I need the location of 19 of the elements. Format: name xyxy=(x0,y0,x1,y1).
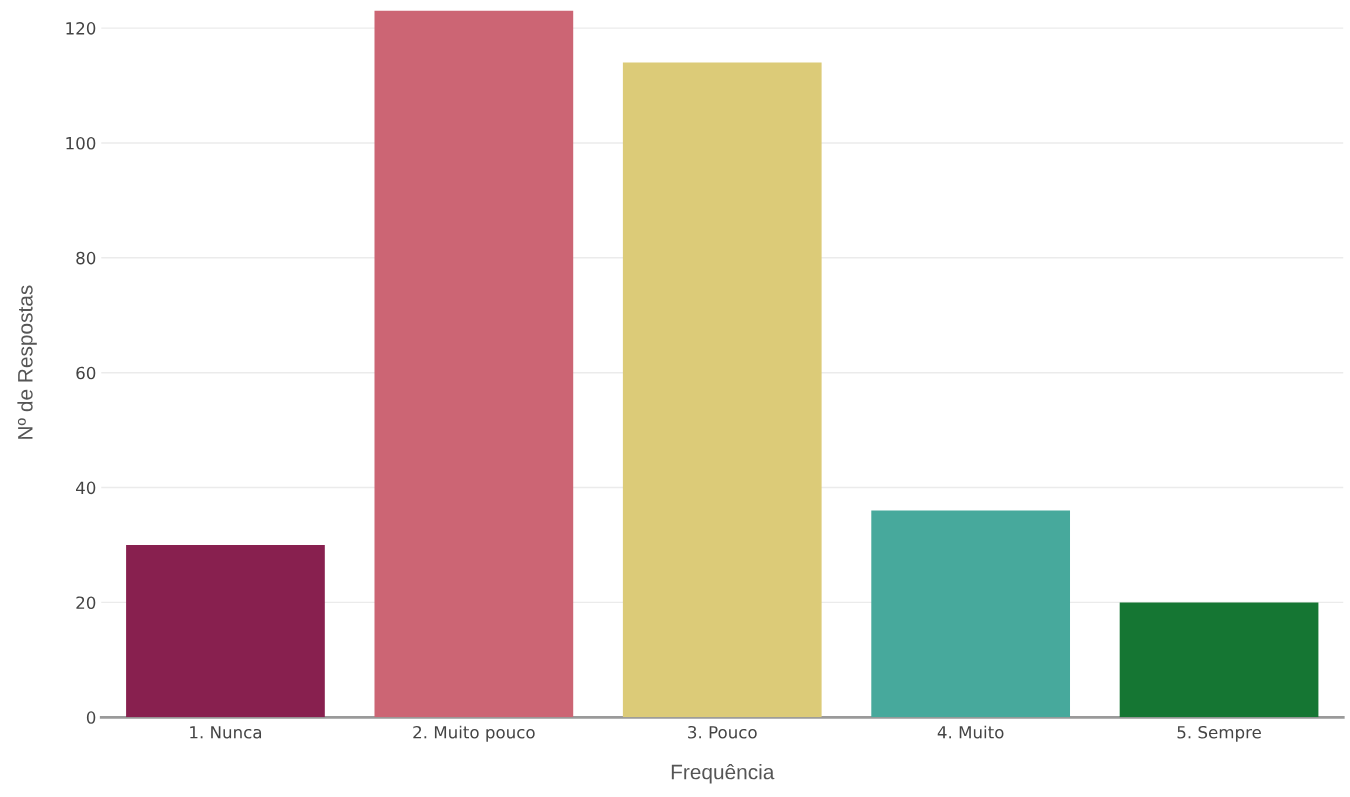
x-tick-label: 4. Muito xyxy=(937,725,1004,739)
x-tick-label: 5. Sempre xyxy=(1177,725,1261,742)
x-tick-label: 3. Pouco xyxy=(688,725,757,739)
bar xyxy=(374,10,574,718)
bar xyxy=(1119,602,1319,718)
bar xyxy=(126,544,325,718)
y-tick-label: 40 xyxy=(76,481,96,495)
y-axis-title: Nº de Respostas xyxy=(17,285,37,439)
y-tick-label: 0 xyxy=(86,711,96,724)
y-tick-label: 20 xyxy=(76,596,96,609)
bar xyxy=(622,62,822,718)
y-tick-label: 120 xyxy=(66,22,96,35)
y-tick-label: 100 xyxy=(66,136,96,150)
x-axis-title: Frequência xyxy=(671,763,775,784)
y-tick-label: 60 xyxy=(76,366,96,380)
x-tick-label: 1. Nunca xyxy=(190,726,262,739)
bar xyxy=(871,510,1071,718)
y-tick-label: 80 xyxy=(76,251,96,265)
x-tick-label: 2. Muito pouco xyxy=(413,725,535,742)
